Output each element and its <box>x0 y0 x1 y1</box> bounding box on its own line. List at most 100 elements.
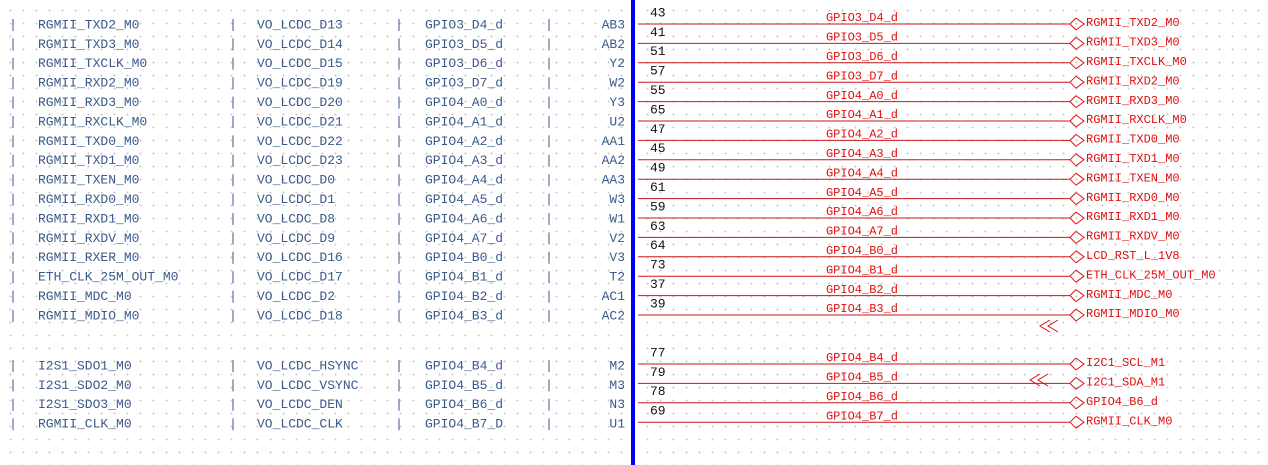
pin-number: 43 <box>650 5 666 20</box>
net-name: GPIO4_A4_d <box>826 166 898 180</box>
cell: RGMII_MDC_M0 <box>38 289 132 304</box>
port-symbol <box>1069 75 1085 89</box>
port-label: I2C1_SDA_M1 <box>1086 376 1165 390</box>
net-name: GPIO4_B7_d <box>826 409 898 423</box>
port-label: I2C1_SCL_M1 <box>1086 356 1165 370</box>
cell: VO_LCDC_D8 <box>257 211 335 226</box>
net-name: GPIO4_A0_d <box>826 89 898 103</box>
net-name: GPIO3_D6_d <box>826 50 898 64</box>
cell: GPIO4_A3_d <box>425 153 503 168</box>
cell: ETH_CLK_25M_OUT_M0 <box>38 270 178 285</box>
port-label: RGMII_RXDV_M0 <box>1086 230 1180 244</box>
pin-number: 78 <box>650 384 666 399</box>
port-symbol <box>1069 56 1085 70</box>
cell: RGMII_CLK_M0 <box>38 417 132 432</box>
pin-number: 77 <box>650 345 666 360</box>
cell: I2S1_SDO3_M0 <box>38 397 132 412</box>
cell: GPIO4_B3_d <box>425 308 503 323</box>
cell: RGMII_TXD3_M0 <box>38 37 139 52</box>
port-label: RGMII_MDIO_M0 <box>1086 307 1180 321</box>
pin-number: 63 <box>650 219 666 234</box>
port-label: RGMII_RXD1_M0 <box>1086 210 1180 224</box>
port-label: RGMII_TXD2_M0 <box>1086 16 1180 30</box>
port-symbol <box>1069 172 1085 186</box>
cell: GPIO3_D4_d <box>425 17 503 32</box>
cell: VO_LCDC_DEN <box>257 397 343 412</box>
port-symbol <box>1069 415 1085 429</box>
cell: RGMII_RXDV_M0 <box>38 231 139 246</box>
net-name: GPIO4_B3_d <box>826 302 898 316</box>
ball-pin: V2 <box>609 231 625 246</box>
cell: GPIO3_D6_d <box>425 56 503 71</box>
ball-pin: W2 <box>609 76 625 91</box>
ball-pin: Y3 <box>609 95 625 110</box>
port-symbol <box>1069 231 1085 244</box>
cell: GPIO3_D7_d <box>425 76 503 91</box>
ball-pin: W1 <box>609 211 625 226</box>
cell: RGMII_TXCLK_M0 <box>38 56 147 71</box>
cell: GPIO4_A2_d <box>425 134 503 149</box>
cell: RGMII_TXEN_M0 <box>38 173 139 188</box>
ball-pin: U2 <box>609 114 625 129</box>
ball-pin: M2 <box>609 358 625 373</box>
port-label: RGMII_MDC_M0 <box>1086 288 1172 302</box>
ball-pin: Y2 <box>609 56 625 71</box>
cell: GPIO4_B4_d <box>425 358 503 373</box>
port-symbol <box>1069 114 1085 128</box>
cell: VO_LCDC_D17 <box>257 270 343 285</box>
cell: VO_LCDC_D18 <box>257 308 343 323</box>
ball-pin: M3 <box>609 378 625 393</box>
port-label: GPIO4_B6_d <box>1086 395 1158 409</box>
port-label: RGMII_TXD1_M0 <box>1086 152 1180 166</box>
port-symbol <box>1069 17 1085 31</box>
port-label: RGMII_RXD0_M0 <box>1086 191 1180 205</box>
net-name: GPIO4_A2_d <box>826 128 898 142</box>
net-name: GPIO3_D5_d <box>826 31 898 45</box>
port-label: ETH_CLK_25M_OUT_M0 <box>1086 268 1216 282</box>
pin-number: 39 <box>650 296 666 311</box>
pin-number: 41 <box>650 25 666 40</box>
port-label: RGMII_RXD3_M0 <box>1086 94 1180 108</box>
pin-number: 37 <box>650 277 666 292</box>
cell: GPIO4_B6_d <box>425 397 503 412</box>
pin-number: 55 <box>650 83 666 98</box>
pin-number: 57 <box>650 64 666 79</box>
port-symbol <box>1069 192 1085 205</box>
cell: GPIO4_A6_d <box>425 211 503 226</box>
cell: GPIO4_A4_d <box>425 173 503 188</box>
port-symbol <box>1069 396 1085 410</box>
ball-pin: T2 <box>609 270 625 285</box>
ball-pin: AA2 <box>602 153 625 168</box>
cell: VO_LCDC_D21 <box>257 114 343 129</box>
cell: VO_LCDC_VSYNC <box>257 378 359 393</box>
cell: VO_LCDC_D23 <box>257 153 343 168</box>
port-symbol <box>1069 134 1085 147</box>
cell: VO_LCDC_D14 <box>257 37 343 52</box>
port-label: LCD_RST_L_1V8 <box>1086 249 1180 263</box>
cell: VO_LCDC_D2 <box>257 289 335 304</box>
net-name: GPIO4_B2_d <box>826 283 898 297</box>
cell: VO_LCDC_D16 <box>257 250 343 265</box>
net-name: GPIO4_B6_d <box>826 390 898 404</box>
cell: VO_LCDC_HSYNC <box>257 358 359 373</box>
cell: GPIO4_A7_d <box>425 231 503 246</box>
ball-pin: N3 <box>609 397 625 412</box>
net-name: GPIO4_B0_d <box>826 244 898 258</box>
pin-number: 45 <box>650 141 666 156</box>
net-name: GPIO4_A5_d <box>826 186 898 200</box>
pin-number: 49 <box>650 161 666 176</box>
pin-number: 64 <box>650 238 666 253</box>
ball-pin: W3 <box>609 192 625 207</box>
cell: I2S1_SDO1_M0 <box>38 358 132 373</box>
cell: VO_LCDC_D13 <box>257 17 343 32</box>
offpage-connector <box>1039 319 1059 333</box>
ball-pin: U1 <box>609 417 625 432</box>
net-name: GPIO4_A3_d <box>826 147 898 161</box>
port-symbol <box>1069 153 1085 167</box>
pin-number: 73 <box>650 258 666 273</box>
net-name: GPIO3_D4_d <box>826 11 898 25</box>
port-label: RGMII_TXD0_M0 <box>1086 133 1180 147</box>
net-name: GPIO4_A1_d <box>826 108 898 122</box>
cell: RGMII_RXCLK_M0 <box>38 114 147 129</box>
cell: RGMII_RXD1_M0 <box>38 211 139 226</box>
